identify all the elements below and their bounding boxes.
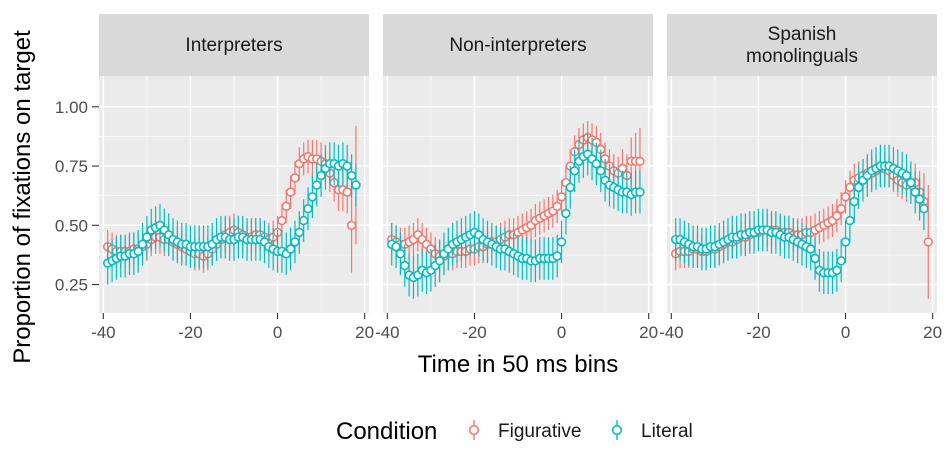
data-point	[914, 194, 925, 204]
data-point	[290, 237, 300, 247]
data-point	[303, 204, 313, 214]
data-point	[561, 208, 571, 219]
data-point	[391, 241, 401, 252]
data-point	[294, 227, 305, 238]
data-point	[832, 265, 842, 276]
data-point	[832, 211, 842, 221]
facet-label: Non-interpreters	[449, 35, 586, 56]
x-tick-label: 0	[273, 323, 282, 342]
legend-key-literal	[611, 420, 623, 440]
data-point	[351, 180, 361, 190]
x-tick-label: -40	[659, 323, 684, 342]
data-point	[137, 239, 148, 249]
data-point	[845, 215, 855, 226]
data-point	[552, 201, 562, 212]
data-point	[281, 201, 291, 212]
data-point	[565, 182, 575, 193]
data-point	[400, 260, 410, 271]
legend-title: Condition	[336, 418, 437, 445]
legend: Condition Figurative Literal	[336, 418, 693, 445]
data-point	[901, 170, 912, 181]
data-point	[307, 192, 318, 202]
data-point	[836, 204, 846, 214]
data-point	[853, 182, 864, 193]
data-point	[840, 237, 851, 247]
data-point	[342, 161, 352, 171]
x-tick-label: -20	[746, 323, 771, 342]
series-literal	[387, 132, 645, 299]
panels-layer: Interpreters -40 -20 0 20 Non-interpreters -40…	[91, 14, 942, 342]
y-tick-label: 0.25	[55, 276, 88, 295]
legend-key-literal-marker	[611, 424, 623, 436]
data-point	[569, 166, 580, 176]
x-tick-label: -20	[462, 323, 487, 342]
x-tick-label: 0	[557, 323, 566, 342]
x-tick-label: 20	[355, 323, 374, 342]
data-point	[906, 177, 916, 188]
x-tick-label: -40	[91, 323, 116, 342]
x-tick-label: -40	[375, 323, 400, 342]
data-point	[342, 187, 352, 197]
x-axis-title: Time in 50 ms bins	[418, 351, 619, 378]
series-literal	[671, 144, 929, 295]
gridlines	[383, 76, 653, 313]
data-point	[556, 237, 567, 247]
data-point	[133, 246, 143, 257]
data-point	[556, 192, 567, 202]
data-point	[923, 237, 933, 247]
data-point	[316, 170, 326, 181]
data-point	[142, 232, 152, 242]
data-point	[395, 249, 406, 259]
facet-strip	[99, 14, 369, 76]
data-point	[298, 215, 309, 226]
data-point	[596, 166, 606, 176]
data-point	[840, 192, 851, 202]
legend-key-figurative-marker	[468, 424, 480, 436]
y-axis: 0.25 0.50 0.75 1.00	[55, 98, 99, 295]
data-point	[849, 196, 859, 207]
data-point	[836, 256, 846, 266]
y-tick-label: 0.75	[55, 157, 88, 176]
panel-interpreters: Interpreters -40 -20 0 20	[91, 14, 374, 342]
data-point	[810, 253, 820, 264]
legend-label-figurative: Figurative	[498, 421, 581, 442]
data-point	[285, 244, 296, 254]
x-tick-label: 0	[841, 323, 850, 342]
data-point	[552, 251, 562, 261]
data-point	[434, 256, 445, 266]
data-point	[806, 244, 816, 254]
data-point	[290, 173, 300, 183]
x-tick-label: 20	[923, 323, 942, 342]
facet-label: Interpreters	[185, 35, 282, 56]
panel-non-interpreters: Non-interpreters -40 -20 0 20	[375, 14, 658, 342]
data-point	[910, 187, 920, 197]
facet-strip	[667, 14, 937, 76]
x-tick-label: 20	[639, 323, 658, 342]
data-point	[277, 215, 287, 226]
gridlines	[667, 76, 937, 313]
data-point	[312, 180, 322, 190]
y-axis-title: Proportion of fixations on target	[9, 30, 36, 364]
facet-label: Spanish monolinguals	[746, 24, 858, 67]
legend-label-literal: Literal	[641, 421, 693, 442]
data-point	[635, 156, 645, 167]
data-point	[346, 170, 357, 181]
data-point	[591, 158, 602, 169]
legend-key-figurative	[468, 420, 480, 440]
data-point	[346, 220, 357, 231]
data-point	[285, 187, 296, 197]
panel-spanish-monolinguals: Spanish monolinguals -40 -20 0 20	[659, 14, 942, 342]
series-literal	[103, 142, 361, 285]
y-tick-label: 1.00	[55, 98, 88, 117]
data-point	[919, 204, 929, 214]
data-point	[635, 187, 645, 197]
facet-strip	[383, 14, 653, 76]
x-tick-label: -20	[178, 323, 203, 342]
y-tick-label: 0.50	[55, 216, 88, 235]
